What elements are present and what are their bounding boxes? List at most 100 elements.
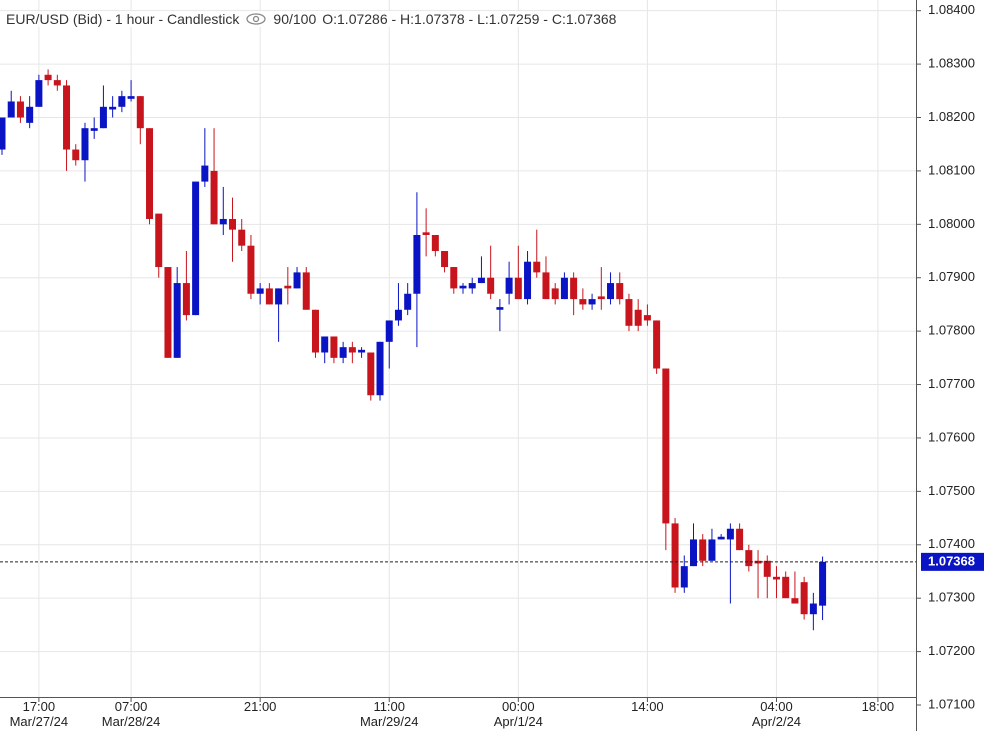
candle-body <box>431 235 439 252</box>
candle-body <box>404 293 412 310</box>
candle-body <box>16 101 24 118</box>
candle-body <box>256 288 264 294</box>
candle-body <box>736 528 744 551</box>
candle-body <box>367 352 375 396</box>
candle-body <box>182 283 190 316</box>
candle-body <box>348 347 356 353</box>
candle-body <box>441 251 449 268</box>
candle-body <box>662 368 670 524</box>
x-tick-label: 18:00 <box>862 699 895 714</box>
candle-body <box>560 277 568 300</box>
candle-body <box>745 550 753 567</box>
candle-body <box>109 106 117 110</box>
y-tick-label: 1.08000 <box>928 216 975 231</box>
candle-body <box>643 315 651 321</box>
chart-header: EUR/USD (Bid) - 1 hour - Candlestick 90/… <box>6 11 617 27</box>
candle-body <box>634 309 642 326</box>
candle-body <box>136 96 144 129</box>
x-tick-label: 04:00 Apr/2/24 <box>752 699 801 729</box>
candle-body <box>597 296 605 300</box>
x-tick-label: 07:00 Mar/28/24 <box>102 699 161 729</box>
candle-body <box>588 299 596 305</box>
ohlc-label: O:1.07286 - H:1.07378 - L:1.07259 - C:1.… <box>322 11 617 27</box>
grid <box>0 0 916 697</box>
candle-body <box>394 309 402 321</box>
y-tick-label: 1.08100 <box>928 162 975 177</box>
y-tick-label: 1.07600 <box>928 429 975 444</box>
y-tick-label: 1.07200 <box>928 643 975 658</box>
candle-body <box>616 283 624 300</box>
candle-body <box>708 539 716 561</box>
candle-body <box>477 277 485 284</box>
candle-body <box>192 181 200 316</box>
candle-body <box>330 336 338 358</box>
candle-body <box>570 277 578 300</box>
candle-body <box>385 320 393 342</box>
candle-body <box>607 283 615 300</box>
candle-body <box>7 101 15 118</box>
candle-body <box>90 128 98 131</box>
candle-body <box>339 347 347 358</box>
candle-body <box>275 288 283 305</box>
candle-body <box>247 245 255 294</box>
candle-body <box>284 285 292 289</box>
candle-body <box>302 272 310 310</box>
candle-body <box>800 582 808 615</box>
candle-body <box>72 149 80 161</box>
candle-body <box>413 235 421 294</box>
x-tick-label: 21:00 <box>244 699 277 714</box>
candle-body <box>625 299 633 326</box>
candle-body <box>155 213 163 268</box>
candle-body <box>809 603 817 615</box>
candle-body <box>422 232 430 235</box>
candle-body <box>173 283 181 358</box>
candle-body <box>63 85 71 150</box>
candles <box>0 69 916 631</box>
x-tick-label: 14:00 <box>631 699 664 714</box>
candle-body <box>514 277 522 300</box>
candle-body <box>533 261 541 273</box>
candle-body <box>311 309 319 353</box>
candle-body <box>680 566 688 588</box>
candle-body <box>201 165 209 182</box>
candle-body <box>118 96 126 107</box>
candle-body <box>782 576 790 599</box>
candle-body <box>265 288 273 305</box>
y-tick-label: 1.07900 <box>928 269 975 284</box>
candle-body <box>376 341 384 396</box>
candle-body <box>763 560 771 577</box>
candle-body <box>127 96 135 99</box>
last-price-box <box>921 552 984 571</box>
y-tick-label: 1.07500 <box>928 483 975 498</box>
y-tick-label: 1.07100 <box>928 696 975 711</box>
y-tick-label: 1.08400 <box>928 2 975 17</box>
candle-body <box>35 80 43 107</box>
visibility-value: 90/100 <box>273 11 317 27</box>
candle-body <box>726 528 734 540</box>
candle-body <box>754 560 762 564</box>
candle-body <box>146 128 154 219</box>
candle-body <box>44 74 52 81</box>
candle-body <box>653 320 661 369</box>
y-tick-label: 1.07300 <box>928 590 975 605</box>
candle-body <box>671 523 679 588</box>
y-tick-label: 1.07700 <box>928 376 975 391</box>
candle-body <box>459 285 467 289</box>
candle-body <box>496 307 504 310</box>
y-tick-label: 1.08300 <box>928 56 975 71</box>
candle-body <box>791 598 799 604</box>
y-tick-label: 1.07400 <box>928 536 975 551</box>
candle-body <box>321 336 329 353</box>
candle-body <box>487 277 495 294</box>
candle-body <box>358 349 366 353</box>
candle-body <box>210 170 218 225</box>
candle-body <box>551 288 559 300</box>
candle-body <box>229 218 236 230</box>
candle-body <box>505 277 513 294</box>
candle-body <box>0 117 6 150</box>
visibility-icon[interactable] <box>245 12 267 26</box>
candle-body <box>450 267 458 289</box>
